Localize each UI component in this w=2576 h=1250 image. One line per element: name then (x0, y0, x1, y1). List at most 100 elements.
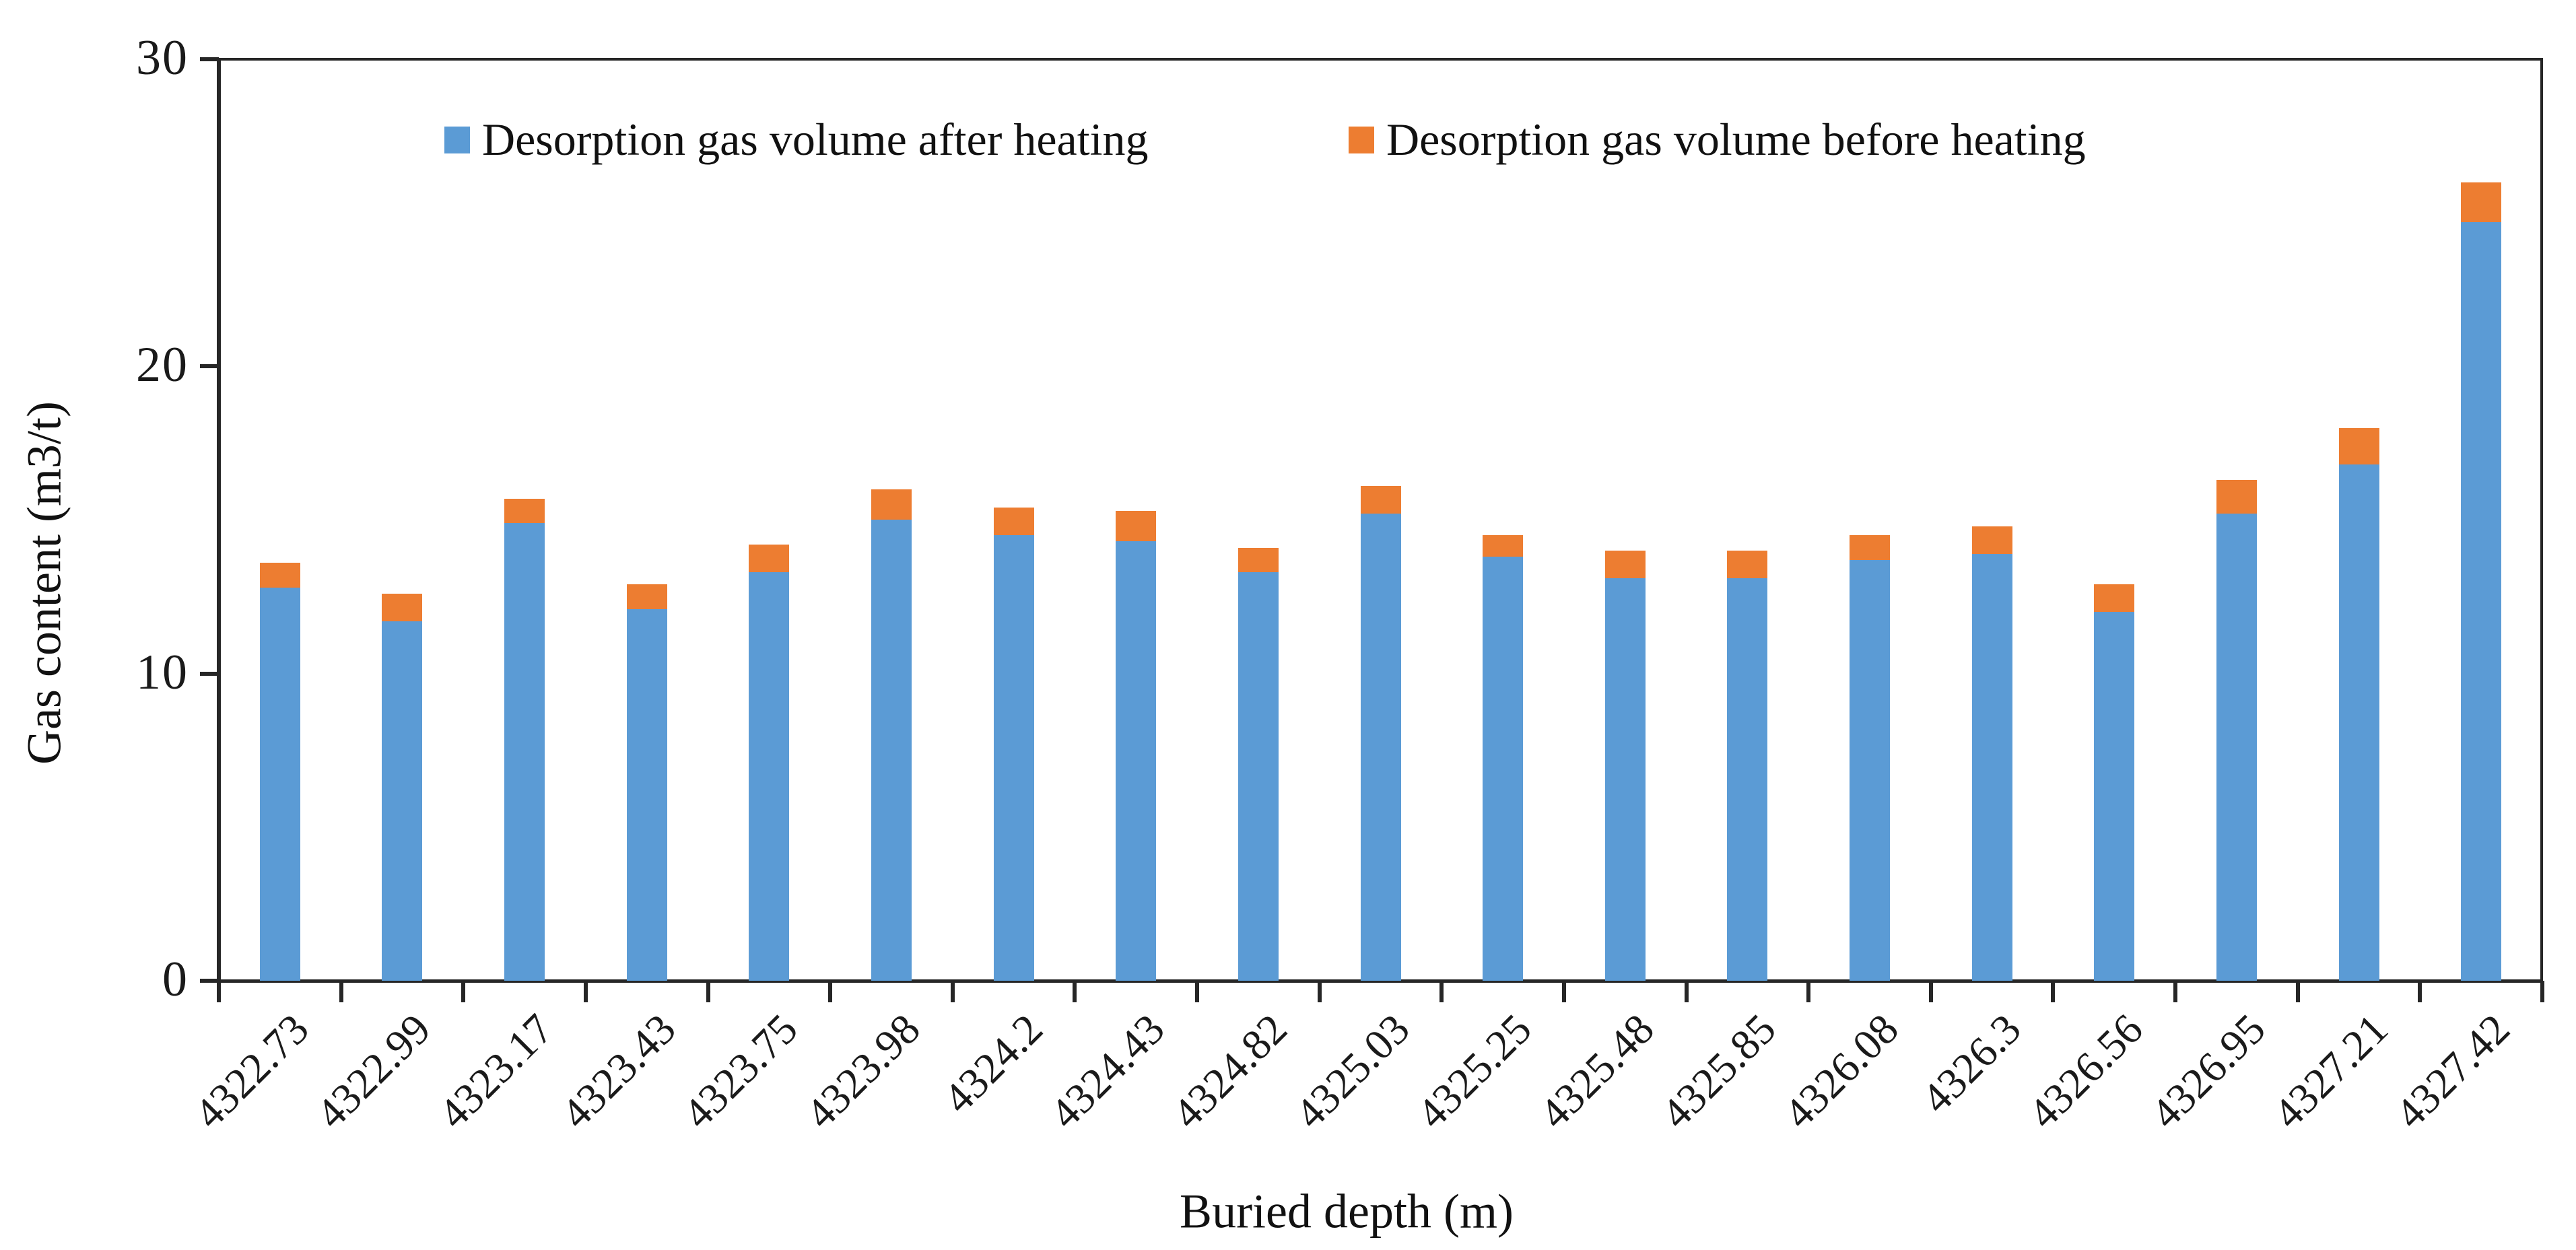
bar-segment-before-heating (1238, 547, 1279, 573)
bar-segment-after-heating (627, 609, 667, 981)
bar-segment-before-heating (994, 508, 1034, 536)
bar-4325.48 (1605, 551, 1646, 981)
bar-4326.95 (2216, 480, 2257, 981)
bar-4323.43 (627, 584, 667, 981)
x-tick-mark (1684, 981, 1689, 1002)
bar-segment-before-heating (1850, 535, 1890, 560)
y-tick-mark (200, 671, 219, 676)
x-tick-mark (461, 981, 466, 1002)
legend-swatch-after-heating-icon (444, 126, 470, 153)
bar-segment-before-heating (260, 563, 300, 588)
bar-segment-after-heating (1116, 541, 1156, 981)
bar-segment-after-heating (1727, 578, 1767, 981)
x-tick-label: 4323.43 (551, 1004, 685, 1138)
bar-4323.98 (871, 489, 912, 981)
plot-right-border (2540, 58, 2543, 983)
x-tick-mark (950, 981, 955, 1002)
y-tick-mark (200, 364, 219, 369)
x-tick-mark (583, 981, 588, 1002)
x-tick-mark (2418, 981, 2422, 1002)
bar-segment-before-heating (2461, 182, 2501, 222)
x-tick-mark (1195, 981, 1200, 1002)
x-tick-label: 4324.43 (1040, 1004, 1174, 1138)
bar-segment-after-heating (994, 535, 1034, 981)
x-tick-label: 4326.3 (1911, 1004, 2030, 1123)
x-tick-label: 4326.95 (2141, 1004, 2274, 1138)
x-tick-label: 4326.08 (1774, 1004, 1907, 1138)
x-tick-mark (1928, 981, 1933, 1002)
x-tick-mark (2540, 981, 2544, 1002)
x-tick-mark (2295, 981, 2300, 1002)
x-axis-title: Buried depth (m) (1180, 1184, 1514, 1239)
bar-4325.25 (1483, 535, 1523, 981)
bar-segment-before-heating (1483, 535, 1523, 557)
bar-segment-before-heating (749, 545, 789, 573)
bar-segment-after-heating (2461, 221, 2501, 981)
x-tick-label: 4323.17 (429, 1004, 562, 1138)
x-tick-label: 4323.75 (673, 1004, 807, 1138)
x-tick-label: 4325.85 (1652, 1004, 1786, 1138)
x-tick-mark (2051, 981, 2056, 1002)
y-tick-label: 30 (136, 30, 189, 85)
bar-4323.75 (749, 545, 789, 981)
bar-segment-after-heating (1238, 572, 1279, 981)
y-tick-label: 0 (162, 951, 189, 1007)
y-axis-line (217, 58, 221, 983)
bar-segment-before-heating (871, 489, 912, 520)
y-tick-mark (200, 979, 219, 983)
bar-4325.03 (1361, 486, 1401, 981)
bar-segment-before-heating (1727, 551, 1767, 579)
x-tick-label: 4326.56 (2019, 1004, 2153, 1138)
bar-segment-before-heating (2094, 584, 2134, 613)
bar-4324.2 (994, 508, 1034, 981)
bar-4324.43 (1116, 510, 1156, 981)
bar-segment-after-heating (871, 520, 912, 981)
bar-4323.17 (504, 498, 545, 981)
legend-item-before-heating: Desorption gas volume before heating (1349, 113, 2086, 166)
x-tick-mark (217, 981, 221, 1002)
x-tick-mark (1439, 981, 1444, 1002)
bar-4322.99 (382, 594, 422, 981)
x-tick-mark (339, 981, 343, 1002)
x-axis-line (202, 979, 2543, 983)
bar-segment-before-heating (2339, 427, 2379, 465)
bar-segment-before-heating (1361, 486, 1401, 514)
bar-4326.56 (2094, 584, 2134, 981)
bar-segment-after-heating (749, 572, 789, 981)
bar-segment-after-heating (2339, 464, 2379, 981)
bar-segment-after-heating (1361, 514, 1401, 981)
x-tick-label: 4324.2 (933, 1004, 1052, 1123)
y-axis-title: Gas content (m3/t) (17, 401, 71, 765)
bar-segment-after-heating (2094, 612, 2134, 981)
bar-segment-before-heating (1605, 551, 1646, 579)
x-tick-mark (706, 981, 710, 1002)
x-tick-mark (2173, 981, 2178, 1002)
x-tick-label: 4322.99 (307, 1004, 440, 1138)
bar-segment-after-heating (1850, 559, 1890, 981)
legend-swatch-before-heating-icon (1349, 126, 1374, 153)
bar-segment-after-heating (1483, 557, 1523, 981)
y-tick-mark (200, 57, 219, 61)
bar-4325.85 (1727, 551, 1767, 981)
legend-item-after-heating: Desorption gas volume after heating (444, 113, 1149, 166)
x-tick-label: 4327.21 (2264, 1004, 2397, 1138)
x-tick-mark (1561, 981, 1566, 1002)
bar-segment-before-heating (1972, 526, 2012, 554)
plot-top-border (217, 58, 2543, 61)
x-tick-mark (828, 981, 833, 1002)
x-tick-mark (1806, 981, 1811, 1002)
legend-label-after-heating: Desorption gas volume after heating (482, 114, 1149, 165)
y-tick-label: 20 (136, 337, 189, 393)
bar-4327.42 (2461, 182, 2501, 981)
bar-4324.82 (1238, 547, 1279, 981)
bar-segment-before-heating (382, 594, 422, 622)
x-tick-mark (1073, 981, 1077, 1002)
x-tick-mark (1317, 981, 1322, 1002)
legend-label-before-heating: Desorption gas volume before heating (1386, 114, 2086, 165)
bar-segment-before-heating (627, 584, 667, 609)
x-tick-label: 4322.73 (184, 1004, 318, 1138)
bar-segment-after-heating (1972, 553, 2012, 981)
bar-segment-after-heating (2216, 514, 2257, 981)
bar-segment-before-heating (1116, 510, 1156, 542)
